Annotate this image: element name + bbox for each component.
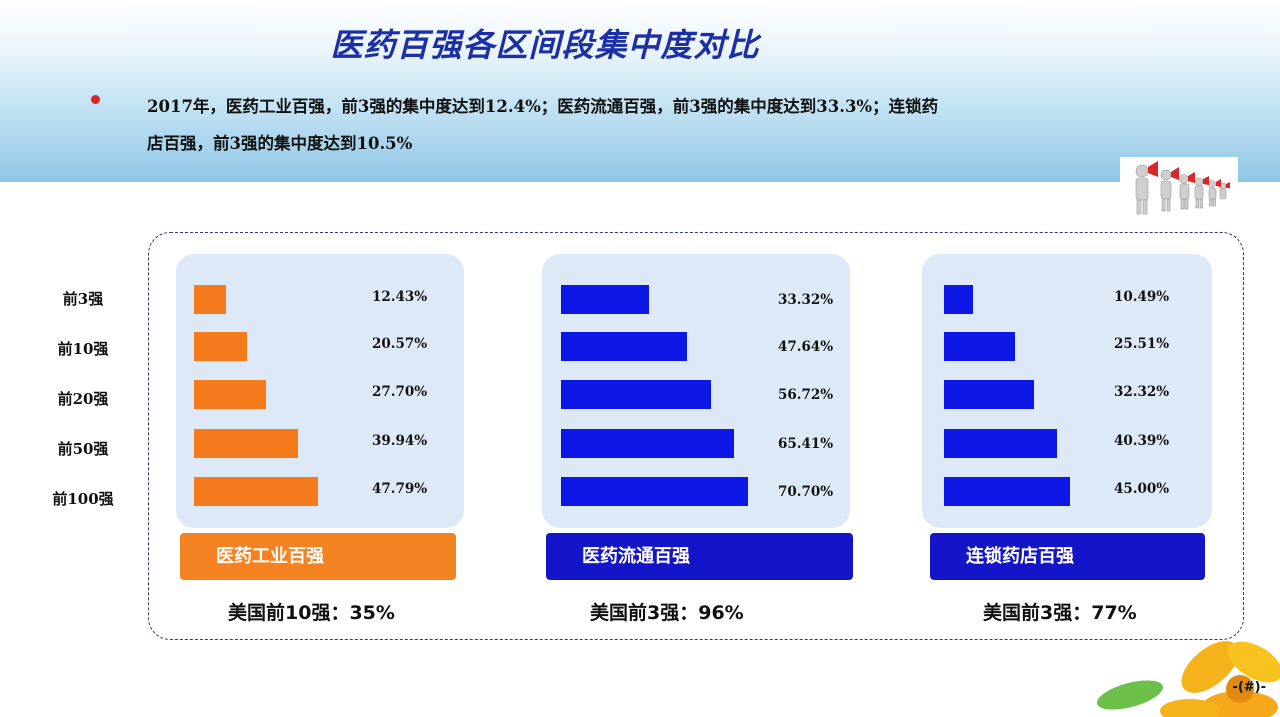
bar xyxy=(944,380,1035,409)
bar xyxy=(944,285,974,314)
summary-text: 2017年，医药工业百强，前3强的集中度达到12.4%；医药流通百强，前3强的集… xyxy=(147,88,1147,162)
bar xyxy=(944,477,1070,506)
bar xyxy=(194,332,248,361)
data-label: 65.41% xyxy=(778,436,834,452)
data-label: 47.79% xyxy=(372,481,428,497)
megaphone-people-illustration xyxy=(1120,157,1238,217)
data-label: 47.64% xyxy=(778,339,834,355)
chart-frame xyxy=(148,232,1244,640)
bar xyxy=(944,429,1058,458)
page-title: 医药百强各区间段集中度对比 xyxy=(330,26,760,64)
bar xyxy=(194,429,298,458)
data-label: 12.43% xyxy=(372,289,428,305)
bar xyxy=(194,477,319,506)
header-band xyxy=(0,0,1280,182)
data-label: 25.51% xyxy=(1114,336,1170,352)
data-label: 27.70% xyxy=(372,384,428,400)
bar xyxy=(561,429,735,458)
bar xyxy=(944,332,1016,361)
series-name-retail-chain: 连锁药店百强 xyxy=(930,533,1205,580)
category-label: 前10强 xyxy=(57,340,109,358)
data-label: 45.00% xyxy=(1114,481,1170,497)
bar xyxy=(194,285,227,314)
us-comparison-distribution: 美国前3强：96% xyxy=(590,602,744,624)
bar xyxy=(561,285,650,314)
data-label: 33.32% xyxy=(778,292,834,308)
data-label: 39.94% xyxy=(372,433,428,449)
series-name-industry: 医药工业百强 xyxy=(180,533,456,580)
category-label: 前20强 xyxy=(57,390,109,408)
megaphone-people-icon xyxy=(1135,161,1230,215)
category-label: 前100强 xyxy=(52,490,114,508)
data-label: 20.57% xyxy=(372,336,428,352)
category-label: 前50强 xyxy=(57,440,109,458)
page-number: -(#)- xyxy=(1232,680,1266,695)
data-label: 56.72% xyxy=(778,387,834,403)
category-label: 前3强 xyxy=(62,290,104,308)
us-comparison-retail-chain: 美国前3强：77% xyxy=(983,602,1137,624)
series-name-distribution: 医药流通百强 xyxy=(546,533,853,580)
summary-line-2: 店百强，前3强的集中度达到10.5% xyxy=(147,134,413,153)
data-label: 10.49% xyxy=(1114,289,1170,305)
summary-line-1: 2017年，医药工业百强，前3强的集中度达到12.4%；医药流通百强，前3强的集… xyxy=(147,97,939,116)
bar xyxy=(561,477,749,506)
bar xyxy=(194,380,267,409)
data-label: 40.39% xyxy=(1114,433,1170,449)
flower-decoration-icon xyxy=(1097,641,1280,717)
bar xyxy=(561,332,688,361)
bullet-dot xyxy=(91,95,100,104)
us-comparison-industry: 美国前10强：35% xyxy=(228,602,395,624)
data-label: 32.32% xyxy=(1114,384,1170,400)
data-label: 70.70% xyxy=(778,484,834,500)
bar xyxy=(561,380,712,409)
